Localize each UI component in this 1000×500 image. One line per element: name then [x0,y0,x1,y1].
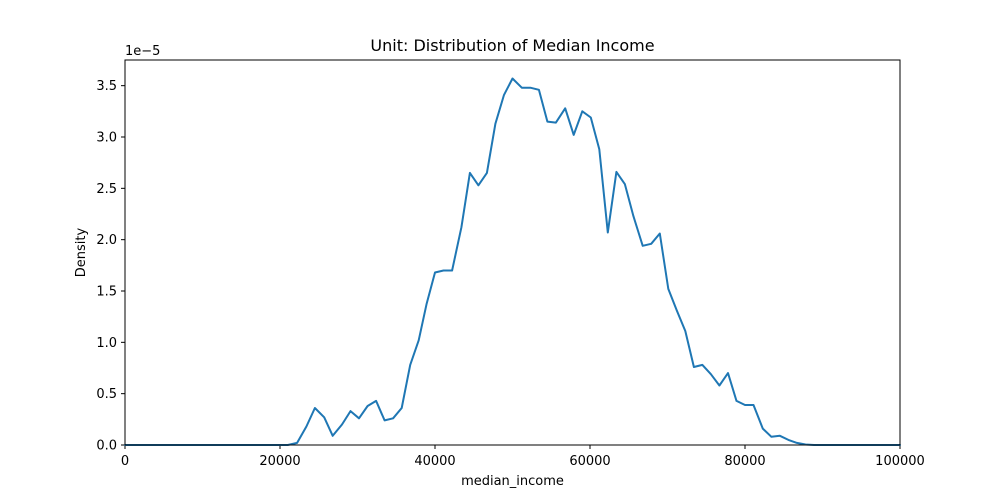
x-tick-label: 80000 [724,454,765,469]
x-tick-label: 40000 [414,454,455,469]
y-tick-label: 2.5 [96,182,117,197]
y-tick-label: 0.5 [96,387,117,402]
x-axis-ticks: 0 20000 40000 60000 80000 100000 [121,445,925,469]
y-axis-label: Density [74,227,89,277]
x-tick-label: 0 [121,454,129,469]
x-tick-label: 60000 [569,454,610,469]
y-offset-label: 1e−5 [125,44,160,59]
plot-frame [124,59,901,446]
x-tick-label: 100000 [875,454,925,469]
y-tick-label: 1.0 [96,336,117,351]
y-tick-label: 2.0 [96,233,117,248]
y-tick-label: 3.0 [96,131,117,146]
chart-title: Unit: Distribution of Median Income [370,36,654,55]
density-line [124,77,901,446]
y-tick-label: 1.5 [96,285,117,300]
y-tick-label: 3.5 [96,79,117,94]
plot-area-background [125,60,900,445]
x-tick-label: 20000 [259,454,300,469]
y-tick-label: 0.0 [96,439,117,454]
x-axis-label: median_income [461,474,564,489]
y-axis-ticks: 0.0 0.5 1.0 1.5 2.0 2.5 3.0 3.5 [96,79,125,454]
